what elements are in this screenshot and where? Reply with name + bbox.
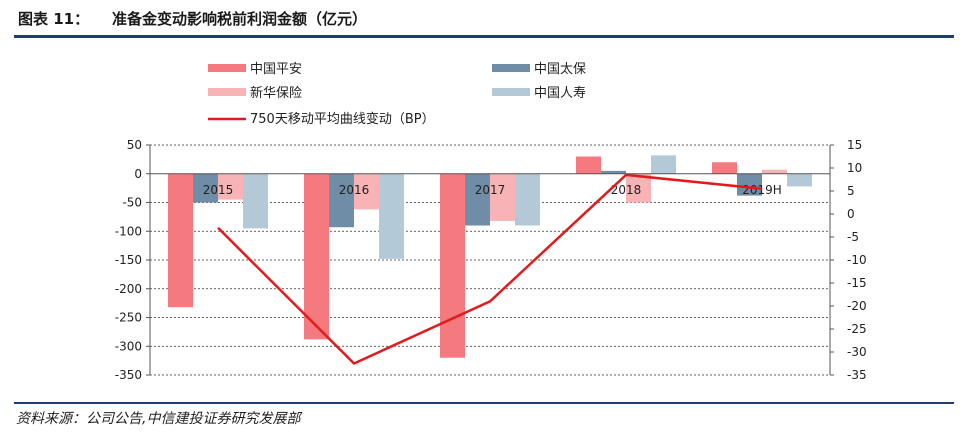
y-right-tick-label: -5 xyxy=(847,230,859,244)
category-label: 2016 xyxy=(339,183,370,197)
footer-rule xyxy=(14,402,954,404)
y-right-tick-label: -20 xyxy=(847,299,867,313)
bar-中国平安-2017 xyxy=(440,173,465,358)
y-left-tick-label: 0 xyxy=(134,167,142,181)
bar-中国平安-2019H xyxy=(712,162,737,174)
bar-中国太保-2018 xyxy=(601,170,626,174)
y-right-tick-label: -10 xyxy=(847,253,867,267)
y-right-tick-label: 0 xyxy=(847,207,855,221)
category-label: 2019H xyxy=(742,183,782,197)
bar-新华保险-2016 xyxy=(354,173,379,210)
bar-中国太保-2019H xyxy=(737,173,762,196)
legend-swatch xyxy=(492,88,530,96)
bar-中国人寿-2015 xyxy=(243,173,268,229)
bar-新华保险-2018 xyxy=(626,173,651,203)
bars xyxy=(168,155,812,358)
figure-header: 图表 11： 准备金变动影响税前利润金额（亿元） xyxy=(0,0,966,36)
y-left-tick-label: -200 xyxy=(115,282,142,296)
bar-新华保险-2017 xyxy=(490,173,515,221)
category-labels: 2015 2016 2017 2018 2019H xyxy=(203,183,782,197)
chart-title: 准备金变动影响税前利润金额（亿元） xyxy=(112,10,368,28)
legend-swatch xyxy=(208,88,246,96)
y-left-tick-label: -350 xyxy=(115,368,142,382)
y-left-tick-label: -250 xyxy=(115,311,142,325)
bar-中国平安-2016 xyxy=(304,173,329,340)
bar-中国太保-2016 xyxy=(329,173,354,228)
bar-中国太保-2017 xyxy=(465,173,490,226)
figure-label: 图表 11： xyxy=(18,10,90,28)
y-right-tick-label: 15 xyxy=(847,138,862,152)
y-right-tick-label: -25 xyxy=(847,322,867,336)
bar-中国人寿-2017 xyxy=(515,173,540,226)
category-label: 2017 xyxy=(475,183,506,197)
axes: 500-50-100-150-200-250-300-350151050-5-1… xyxy=(115,138,867,382)
y-left-tick-label: -50 xyxy=(122,196,142,210)
bar-中国人寿-2019H xyxy=(787,173,812,187)
legend-label: 750天移动平均曲线变动（BP） xyxy=(250,111,435,127)
bar-中国太保-2015 xyxy=(193,173,218,203)
category-label: 2018 xyxy=(611,183,642,197)
bar-中国人寿-2016 xyxy=(379,173,404,259)
bar-中国人寿-2018 xyxy=(651,155,676,174)
source-note: 资料来源：公司公告,中信建投证券研究发展部 xyxy=(16,411,301,427)
bar-新华保险-2015 xyxy=(218,173,243,200)
legend-label: 中国人寿 xyxy=(534,86,586,101)
line-750-day-ma xyxy=(217,173,763,365)
y-right-tick-label: -15 xyxy=(847,276,867,290)
legend-label: 中国太保 xyxy=(534,62,586,77)
legend-label: 中国平安 xyxy=(250,62,302,77)
legend-swatch xyxy=(492,64,530,72)
legend-swatch xyxy=(208,64,246,72)
line-series xyxy=(217,173,763,365)
y-left-tick-label: -150 xyxy=(115,253,142,267)
bar-新华保险-2019H xyxy=(762,169,787,174)
y-right-tick-label: 10 xyxy=(847,161,862,175)
y-right-tick-label: -30 xyxy=(847,345,867,359)
legend-label: 新华保险 xyxy=(250,85,302,101)
category-label: 2015 xyxy=(203,183,234,197)
bar-中国平安-2018 xyxy=(576,156,601,174)
y-right-tick-label: -35 xyxy=(847,368,867,382)
bar-中国平安-2015 xyxy=(168,173,193,308)
y-right-tick-label: 5 xyxy=(847,184,855,198)
header-rule xyxy=(14,35,954,38)
y-left-tick-label: -100 xyxy=(115,224,142,238)
y-left-tick-label: 50 xyxy=(127,138,142,152)
y-left-tick-label: -300 xyxy=(115,339,142,353)
